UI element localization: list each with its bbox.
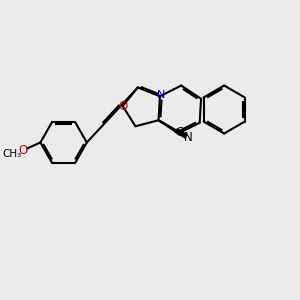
Text: N: N (184, 131, 193, 144)
Text: O: O (118, 100, 127, 112)
Text: N: N (157, 90, 165, 100)
Text: CH₃: CH₃ (2, 149, 21, 159)
Text: O: O (18, 144, 28, 157)
Text: C: C (176, 126, 184, 139)
